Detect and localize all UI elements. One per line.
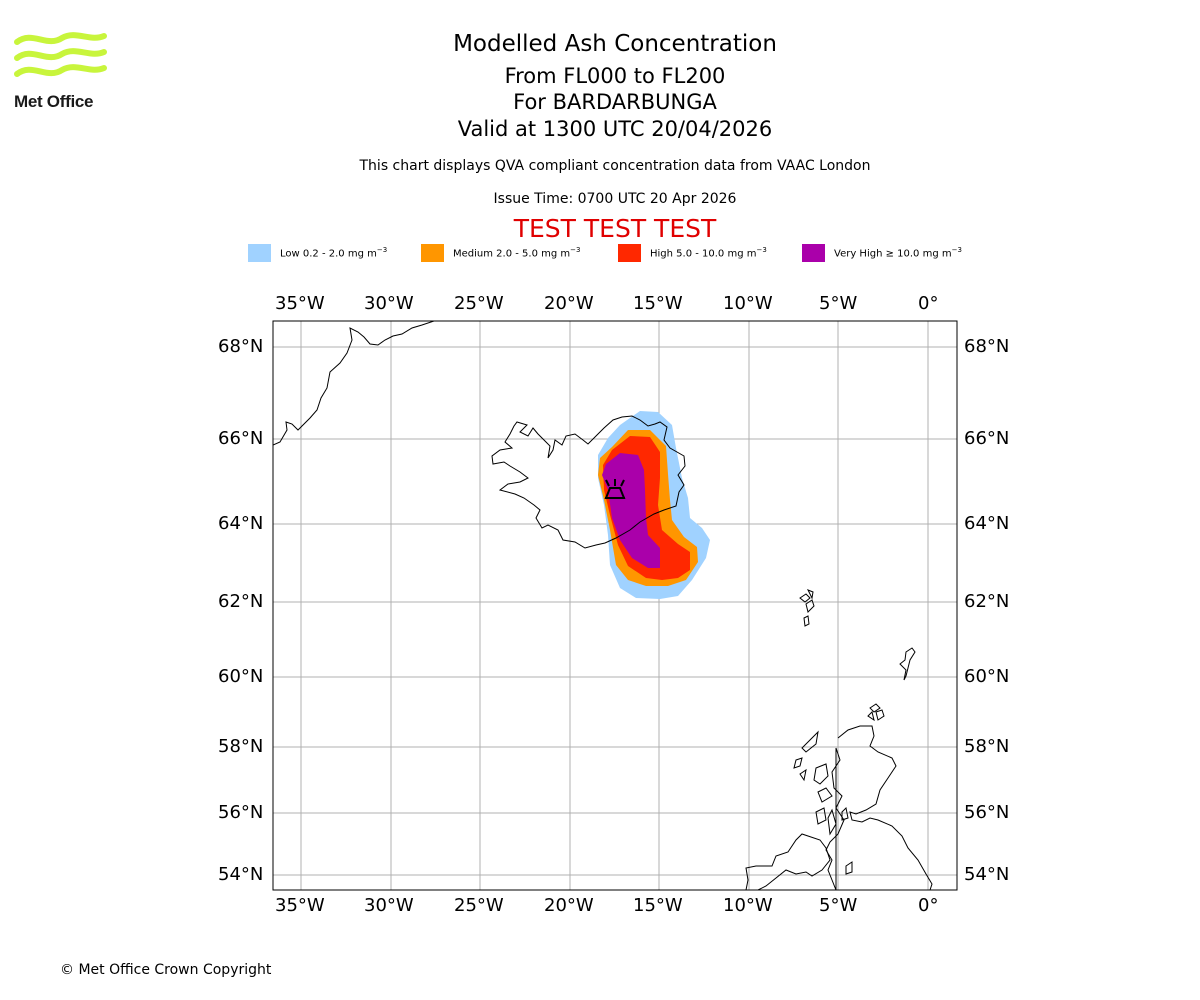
coastline-hebrides-2 (793, 757, 803, 769)
legend-swatch-very-high (802, 244, 825, 262)
ash-area-very-high (602, 453, 660, 568)
lon-label-top: 20°W (544, 293, 594, 314)
chart-description: This chart displays QVA compliant concen… (359, 158, 871, 174)
coastline-faroe-2 (805, 599, 815, 613)
test-banner: TEST TEST TEST (513, 214, 717, 243)
coastline-isle-of-man (845, 861, 853, 875)
coastline-shetland (899, 647, 916, 681)
lon-label-top: 5°W (819, 293, 858, 314)
legend-unit-exp: −3 (376, 246, 388, 254)
lon-label-bottom: 5°W (819, 895, 858, 916)
lon-label-top: 25°W (454, 293, 504, 314)
lat-label-right: 60°N (964, 666, 1010, 687)
lon-label-bottom: 35°W (275, 895, 325, 916)
met-office-waves-icon (14, 32, 107, 77)
lon-label-bottom: 15°W (633, 895, 683, 916)
coastline-greenland (273, 321, 436, 446)
lat-label-left: 62°N (218, 591, 264, 612)
lat-label-right: 54°N (964, 864, 1010, 885)
lat-label-left: 66°N (218, 428, 264, 449)
legend-label-medium: Medium 2.0 - 5.0 mg m (453, 248, 571, 260)
lat-label-left: 58°N (218, 736, 264, 757)
lon-label-top: 10°W (723, 293, 773, 314)
coastline-orkney (867, 703, 885, 722)
coastline-hebrides-3 (799, 768, 807, 782)
legend-swatch-low (248, 244, 271, 262)
legend-label-low: Low 0.2 - 2.0 mg m (280, 248, 377, 260)
lat-label-left: 68°N (218, 336, 264, 357)
lat-label-left: 56°N (218, 802, 264, 823)
lat-label-right: 66°N (964, 428, 1010, 449)
lon-label-bottom: 10°W (723, 895, 773, 916)
logo-text: Met Office (14, 92, 94, 111)
coastline-hebrides-1 (801, 730, 819, 753)
coastline-arran (841, 806, 849, 821)
volcano-name: For BARDARBUNGA (513, 90, 717, 114)
coastline-islay (815, 807, 827, 825)
lon-label-bottom: 30°W (364, 895, 414, 916)
lat-label-left: 64°N (218, 513, 264, 534)
legend-swatch-medium (421, 244, 444, 262)
coastline-faroe-4 (806, 589, 814, 600)
coastline-iceland (491, 415, 686, 549)
lat-label-right: 58°N (964, 736, 1010, 757)
valid-time: Valid at 1300 UTC 20/04/2026 (457, 117, 773, 141)
coastline-scotland (825, 725, 933, 890)
chart-title: Modelled Ash Concentration (453, 31, 777, 57)
legend-label-very-high: Very High ≥ 10.0 mg m (834, 248, 952, 260)
lon-label-bottom: 20°W (544, 895, 594, 916)
volcano-icon (604, 479, 626, 499)
coastline-skye (813, 763, 829, 785)
legend-label-high: High 5.0 - 10.0 mg m (650, 248, 757, 260)
lon-label-top: 15°W (633, 293, 683, 314)
lat-label-left: 60°N (218, 666, 264, 687)
coastline-faroe-3 (803, 615, 810, 627)
coastlines (273, 321, 933, 890)
copyright-notice: © Met Office Crown Copyright (60, 962, 272, 978)
lon-label-top: 35°W (275, 293, 325, 314)
lat-label-left: 54°N (218, 864, 264, 885)
issue-time: Issue Time: 0700 UTC 20 Apr 2026 (493, 191, 737, 207)
map-grid (273, 321, 957, 890)
lon-label-bottom: 25°W (454, 895, 504, 916)
coastline-mull (817, 787, 833, 803)
legend-swatch-high (618, 244, 641, 262)
lon-label-top: 0° (918, 293, 939, 314)
legend-unit-exp: −3 (951, 246, 962, 254)
coastline-kintyre (827, 808, 837, 836)
legend: Low 0.2 - 2.0 mg m−3 Medium 2.0 - 5.0 mg… (0, 244, 1200, 264)
level-range: From FL000 to FL200 (504, 64, 726, 88)
coastline-ireland (745, 833, 831, 890)
lat-label-right: 62°N (964, 591, 1010, 612)
legend-unit-exp: −3 (756, 246, 767, 254)
lat-label-right: 68°N (964, 336, 1010, 357)
coastline-faroe-1 (799, 593, 811, 603)
lon-label-bottom: 0° (918, 895, 939, 916)
lat-label-right: 56°N (964, 802, 1010, 823)
legend-unit-exp: −3 (570, 246, 581, 254)
lon-label-top: 30°W (364, 293, 414, 314)
lat-label-right: 64°N (964, 513, 1010, 534)
map-frame (272, 320, 958, 891)
met-office-logo: Met Office (14, 30, 108, 112)
